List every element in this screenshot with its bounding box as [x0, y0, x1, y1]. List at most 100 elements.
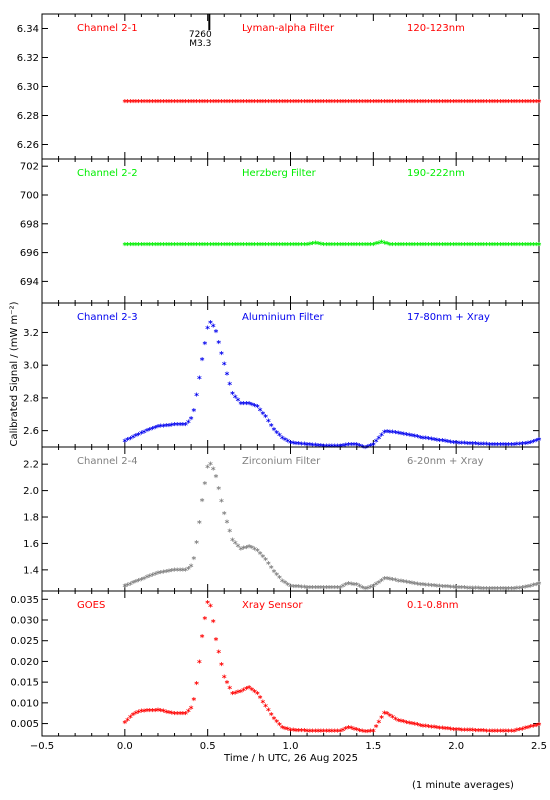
panel-filter-label: Aluminium Filter	[242, 312, 325, 323]
data-point: *	[451, 726, 456, 736]
data-point: *	[352, 241, 357, 251]
data-point: *	[446, 98, 451, 108]
data-point: *	[512, 441, 517, 451]
data-point: *	[283, 725, 288, 735]
y-tick-label: 6.26	[17, 140, 39, 151]
data-point: *	[388, 712, 393, 722]
data-point: *	[490, 98, 495, 108]
data-point: *	[520, 441, 525, 451]
data-point: *	[241, 241, 246, 251]
data-point: *	[205, 464, 210, 474]
data-point: *	[125, 437, 130, 447]
data-point: *	[175, 710, 180, 720]
data-point: *	[327, 98, 332, 108]
data-point: *	[272, 715, 277, 725]
data-point: *	[249, 545, 254, 555]
data-point: *	[534, 438, 539, 448]
data-point: *	[272, 98, 277, 108]
panel-filter-label: Herzberg Filter	[242, 168, 317, 179]
data-point: *	[354, 241, 359, 251]
data-point: *	[310, 728, 315, 738]
data-point: *	[302, 241, 307, 251]
data-point: *	[410, 98, 415, 108]
data-point: *	[164, 423, 169, 433]
data-point: *	[476, 727, 481, 737]
data-point: *	[164, 709, 169, 719]
data-point: *	[145, 241, 150, 251]
data-point: *	[216, 649, 221, 659]
data-point: *	[161, 423, 166, 433]
data-point: *	[481, 728, 486, 738]
data-point: *	[324, 728, 329, 738]
data-point: *	[407, 98, 412, 108]
data-point: *	[277, 722, 282, 732]
data-point: *	[324, 241, 329, 251]
data-point: *	[205, 241, 210, 251]
data-point: *	[487, 441, 492, 451]
data-point: *	[354, 98, 359, 108]
y-tick-label: 1.4	[23, 565, 39, 576]
data-point: *	[432, 98, 437, 108]
data-point: *	[189, 705, 194, 715]
y-tick-label: 3.2	[23, 328, 39, 339]
data-point: *	[432, 583, 437, 593]
data-point: *	[504, 98, 509, 108]
data-point: *	[305, 98, 310, 108]
data-point: *	[197, 520, 202, 530]
data-point: *	[164, 98, 169, 108]
data-point: *	[459, 585, 464, 595]
data-point: *	[150, 572, 155, 582]
data-point: *	[523, 725, 528, 735]
data-point: *	[437, 241, 442, 251]
data-point: *	[365, 585, 370, 595]
data-point: *	[255, 98, 260, 108]
data-point: *	[324, 98, 329, 108]
data-point: *	[310, 584, 315, 594]
data-point: *	[299, 241, 304, 251]
data-point: *	[404, 241, 409, 251]
data-point: *	[434, 583, 439, 593]
data-point: *	[360, 728, 365, 738]
data-point: *	[481, 241, 486, 251]
data-point: *	[385, 576, 390, 586]
data-point: *	[172, 422, 177, 432]
data-point: *	[280, 98, 285, 108]
data-point: *	[263, 557, 268, 567]
data-point: *	[200, 498, 205, 508]
data-point: *	[465, 440, 470, 450]
data-point: *	[291, 727, 296, 737]
data-point: *	[305, 584, 310, 594]
data-point: *	[142, 98, 147, 108]
data-point: *	[346, 580, 351, 590]
data-point: *	[512, 728, 517, 738]
data-point: *	[161, 98, 166, 108]
data-point: *	[407, 432, 412, 442]
data-point: *	[321, 584, 326, 594]
data-point: *	[153, 424, 158, 434]
data-point: *	[537, 436, 542, 446]
data-point: *	[531, 98, 536, 108]
data-point: *	[230, 537, 235, 547]
data-point: *	[238, 241, 243, 251]
data-point: *	[302, 584, 307, 594]
data-point: *	[390, 98, 395, 108]
data-point: *	[484, 728, 489, 738]
data-point: *	[225, 371, 230, 381]
data-point: *	[269, 565, 274, 575]
data-point: *	[189, 416, 194, 426]
data-point: *	[537, 241, 542, 251]
data-point: *	[238, 689, 243, 699]
data-point: *	[272, 241, 277, 251]
panel-band-label: 0.1-0.8nm	[407, 600, 459, 611]
data-point: *	[495, 441, 500, 451]
data-point: *	[390, 577, 395, 587]
data-point: *	[332, 584, 337, 594]
data-point: *	[465, 727, 470, 737]
data-point: *	[296, 241, 301, 251]
y-tick-label: 1.8	[23, 513, 39, 524]
data-point: *	[147, 573, 152, 583]
data-point: *	[368, 728, 373, 738]
data-point: *	[238, 98, 243, 108]
data-point: *	[368, 98, 373, 108]
data-point: *	[415, 434, 420, 444]
